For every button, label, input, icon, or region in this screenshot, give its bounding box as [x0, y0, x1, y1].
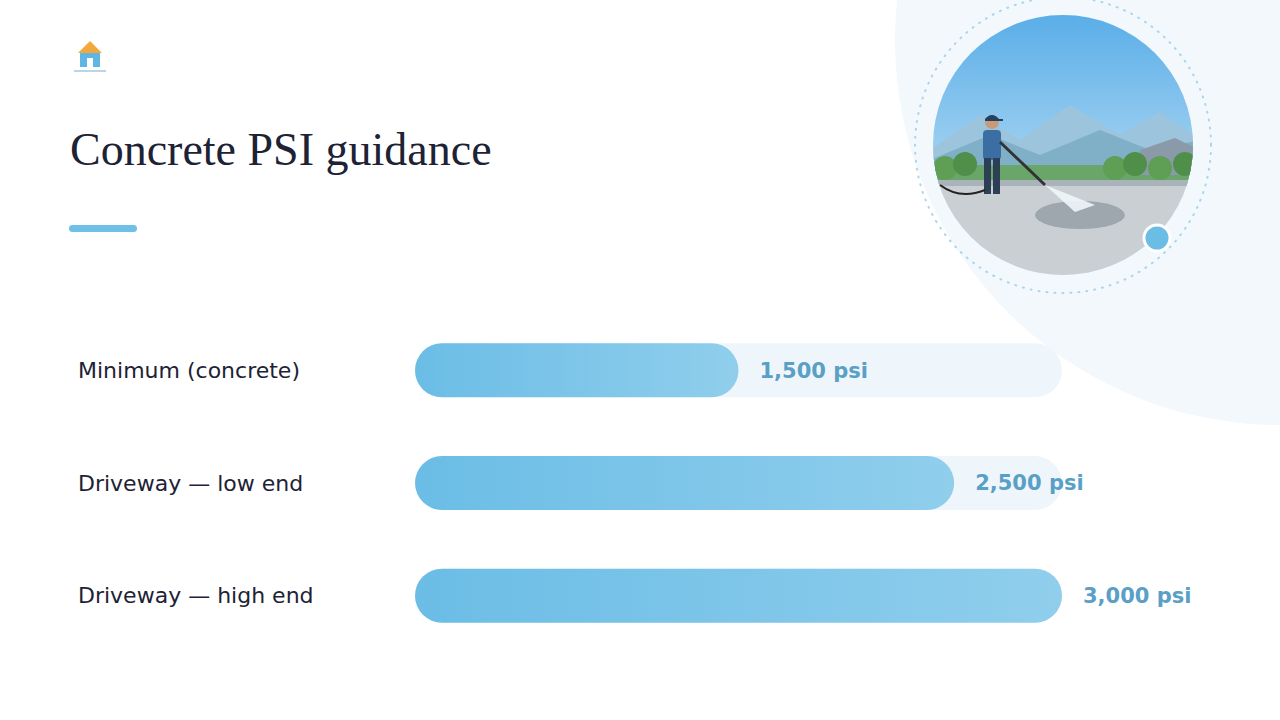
tick: Driveway — low end: [78, 471, 303, 496]
data-labels: 1,500 psi 2,500 psi 3,000 psi: [760, 359, 1192, 608]
slide: Concrete PSI guidance Minimum (concrete) D…: [0, 0, 1280, 720]
accent-line: [69, 225, 137, 232]
accent-dot: [1144, 225, 1170, 251]
data-label: 1,500 psi: [760, 359, 868, 383]
bars: [415, 343, 1062, 622]
data-label: 2,500 psi: [975, 471, 1083, 495]
category-label: Driveway — low end: [78, 471, 303, 496]
tick: Minimum (concrete): [78, 358, 300, 383]
bar: [415, 343, 739, 397]
track: [415, 569, 1062, 623]
tracks: [415, 343, 1062, 622]
category-axis: Minimum (concrete) Driveway — low end Driv…: [78, 358, 314, 608]
title: Concrete PSI guidance: [70, 124, 492, 175]
track: [415, 456, 1062, 510]
category-label: Driveway — high end: [78, 583, 314, 608]
photo: [930, 15, 1200, 280]
bar: [415, 456, 954, 510]
track: [415, 343, 1062, 397]
dotted-ring: [915, 0, 1211, 293]
category-label: Minimum (concrete): [78, 358, 300, 383]
bar: [415, 569, 1062, 623]
logo: [74, 41, 106, 72]
data-label: 3,000 psi: [1083, 584, 1191, 608]
tick: Driveway — high end: [78, 583, 314, 608]
